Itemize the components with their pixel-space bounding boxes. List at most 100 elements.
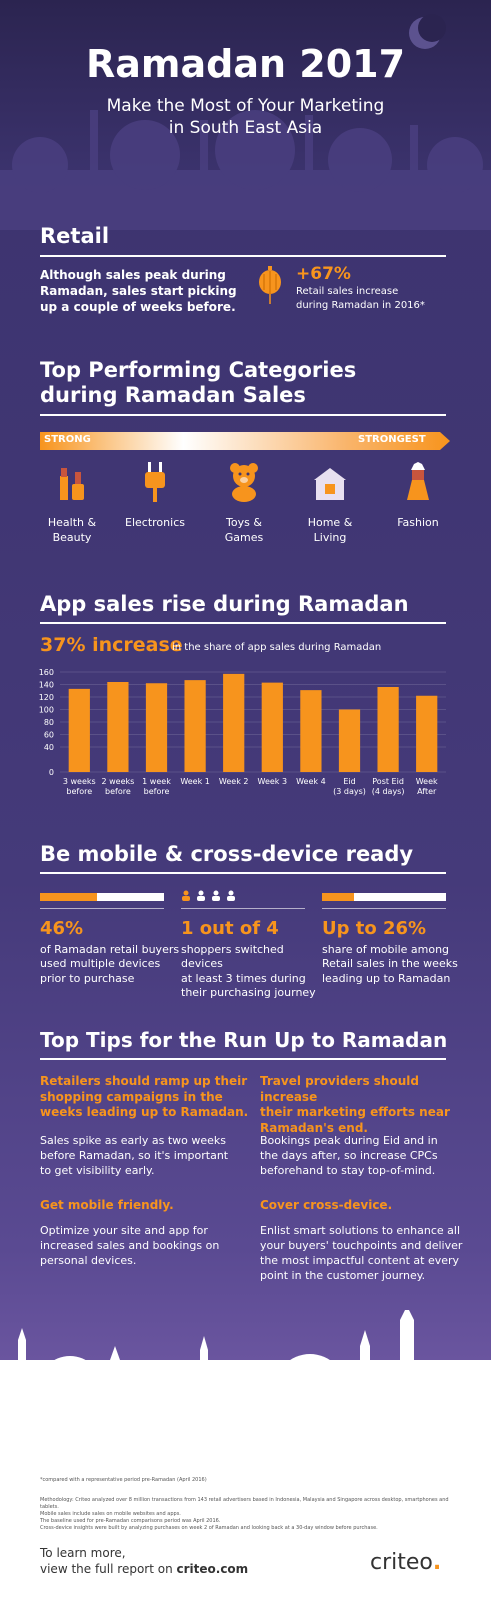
chart-bar	[145, 683, 168, 772]
categories-title: Top Performing Categories during Ramadan…	[40, 358, 356, 408]
mosque-skyline-bottom	[0, 1310, 491, 1450]
mobile-stat-switchers: 1 out of 4	[181, 918, 279, 939]
category-toys-games: Toys & Games	[224, 516, 264, 544]
x-category-label: before	[66, 787, 92, 796]
shoppers-people-icons	[182, 890, 235, 901]
stat-divider	[181, 908, 305, 909]
chart-bar	[184, 680, 206, 772]
tip-mobile-heading: Get mobile friendly.	[40, 1198, 174, 1212]
categories-title-line: Top Performing Categories	[40, 358, 357, 382]
app-sales-title: App sales rise during Ramadan	[40, 592, 409, 616]
chart-bar	[223, 673, 245, 772]
mobile-stat-mobile-share: Up to 26%	[322, 918, 427, 939]
tips-divider	[40, 1058, 446, 1060]
person-icon	[227, 890, 235, 901]
tip-mobile-body: Optimize your site and app for increased …	[40, 1224, 220, 1267]
retail-stat: +67%	[296, 264, 351, 284]
y-tick-label: 0	[49, 768, 54, 777]
criteo-link[interactable]: criteo.com	[176, 1562, 249, 1577]
lipstick-icon	[60, 468, 84, 500]
y-tick-label: 120	[39, 693, 54, 702]
app-sales-note: in the share of app sales during Ramadan	[172, 642, 382, 653]
mobile-stat-mobile-share-text: share of mobile among Retail sales in the…	[322, 943, 458, 985]
chart-bar	[68, 688, 90, 772]
category-health-beauty: Health & Beauty	[47, 516, 97, 544]
dress-icon	[407, 462, 429, 500]
tip-retailers-body: Sales spike as early as two weeks before …	[40, 1134, 229, 1177]
retail-text-line: Although sales peak during	[40, 268, 226, 282]
methodology-notes: Methodology: Criteo analyzed over 8 mill…	[40, 1497, 449, 1531]
x-category-label: before	[105, 787, 131, 796]
house-icon	[314, 468, 346, 500]
category-home-living: Home & Living	[307, 516, 353, 544]
tip-travel-body: Bookings peak during Eid and in the days …	[260, 1134, 438, 1177]
page-subtitle-line1: Make the Most of Your Marketing	[106, 96, 385, 116]
retail-stat-text: Retail sales increase during Ramadan in …	[296, 285, 456, 312]
retail-stat-line: Retail sales increase	[296, 286, 399, 297]
category-electronics: Electronics	[125, 516, 185, 529]
retail-stat-line: during Ramadan in 2016*	[296, 299, 425, 311]
mobile-stat-multi-device: 46%	[40, 918, 84, 939]
mobile-stat-switchers-text: shoppers switched devices at least 3 time…	[181, 943, 316, 999]
x-category-label: 2 weeks	[101, 777, 134, 786]
retail-text: Although sales peak during Ramadan, sale…	[40, 267, 250, 316]
chart-bar	[416, 695, 438, 772]
tip-cross-device-body: Enlist smart solutions to enhance all you…	[260, 1224, 463, 1282]
y-tick-label: 40	[44, 743, 54, 752]
y-tick-label: 140	[39, 681, 54, 690]
page-title: Ramadan 2017	[85, 42, 406, 86]
mobile-stat-multi-device-text: of Ramadan retail buyers used multiple de…	[40, 943, 180, 985]
chart-bar	[300, 690, 322, 772]
x-category-label: before	[144, 787, 170, 796]
x-category-label: (3 days)	[333, 787, 366, 796]
categories-title-line: during Ramadan Sales	[40, 383, 306, 408]
lantern-icon	[259, 266, 281, 304]
retail-text-line: Ramadan, sales start picking	[40, 284, 237, 299]
x-category-label: Eid	[343, 777, 355, 786]
multi-device-progress-bar	[40, 893, 164, 901]
x-category-label: After	[417, 787, 437, 796]
mobile-share-progress-bar	[322, 893, 446, 901]
person-icon	[182, 890, 190, 901]
person-icon	[212, 890, 220, 901]
retail-title: Retail	[40, 224, 110, 248]
chart-bar	[377, 687, 399, 772]
stat-divider	[322, 908, 446, 909]
x-category-label: Week 1	[180, 777, 210, 786]
y-tick-label: 80	[44, 718, 54, 727]
mobile-title: Be mobile & cross-device ready	[40, 842, 414, 866]
y-tick-label: 60	[44, 731, 54, 740]
x-category-label: Week 4	[296, 777, 326, 786]
tip-cross-device-heading: Cover cross-device.	[260, 1198, 393, 1212]
scale-label-strongest: STRONGEST	[358, 434, 426, 445]
tips-title: Top Tips for the Run Up to Ramadan	[40, 1028, 448, 1052]
mosque-skyline-top	[0, 110, 491, 230]
strength-scale-bar	[40, 432, 450, 450]
footnote-comparison: *compared with a representative period p…	[40, 1477, 207, 1483]
teddy-bear-icon	[230, 463, 258, 502]
x-category-label: (4 days)	[372, 787, 405, 796]
criteo-logo: criteo.	[370, 1550, 442, 1575]
chart-bar	[107, 682, 129, 772]
mobile-divider	[40, 872, 446, 874]
categories-divider	[40, 414, 446, 416]
x-category-label: Week 3	[258, 777, 288, 786]
x-category-label: 1 week	[142, 777, 171, 786]
cta-text: To learn more, view the full report on c…	[40, 1546, 249, 1577]
retail-text-line: up a couple of weeks before.	[40, 300, 236, 315]
app-sales-highlight: 37% increase	[40, 634, 183, 656]
page-subtitle-line2: in South East Asia	[168, 118, 323, 138]
chart-bar	[338, 709, 361, 772]
crescent-moon-icon	[409, 14, 446, 49]
retail-divider	[40, 255, 446, 257]
person-icon	[197, 890, 205, 901]
y-tick-label: 100	[39, 706, 54, 715]
category-fashion: Fashion	[397, 516, 439, 529]
tip-retailers-heading: Retailers should ramp up their shopping c…	[40, 1074, 249, 1120]
stat-divider	[40, 908, 164, 909]
plug-icon	[145, 462, 165, 502]
x-category-label: Week 2	[219, 777, 249, 786]
y-tick-label: 160	[39, 668, 54, 677]
app-sales-divider	[40, 622, 446, 624]
